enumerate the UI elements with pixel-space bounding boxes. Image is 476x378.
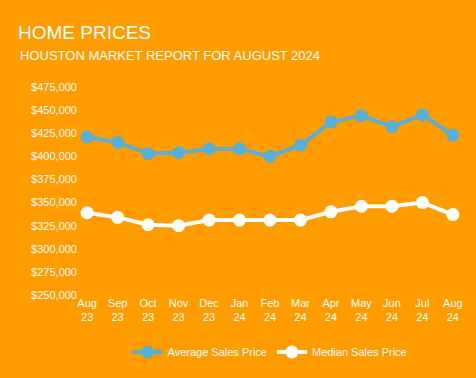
svg-text:$300,000: $300,000 xyxy=(31,243,77,255)
svg-text:Sep23: Sep23 xyxy=(108,297,128,323)
svg-text:Dec23: Dec23 xyxy=(199,297,219,323)
svg-text:Average Sales Price: Average Sales Price xyxy=(168,346,267,358)
svg-text:$450,000: $450,000 xyxy=(31,104,77,116)
svg-text:Oct23: Oct23 xyxy=(140,297,157,323)
svg-text:Median Sales Price: Median Sales Price xyxy=(312,346,407,358)
svg-text:Aug23: Aug23 xyxy=(77,297,97,323)
svg-text:HOME PRICES: HOME PRICES xyxy=(18,22,151,43)
svg-text:Feb24: Feb24 xyxy=(261,297,280,323)
svg-text:Jan24: Jan24 xyxy=(231,297,249,323)
svg-text:Jul24: Jul24 xyxy=(415,297,429,323)
svg-text:May24: May24 xyxy=(351,297,372,323)
svg-text:$275,000: $275,000 xyxy=(31,266,77,278)
svg-text:Nov23: Nov23 xyxy=(169,297,189,323)
svg-text:Aug24: Aug24 xyxy=(443,297,463,323)
svg-text:Jun24: Jun24 xyxy=(383,297,401,323)
svg-text:$375,000: $375,000 xyxy=(31,173,77,185)
svg-text:HOUSTON MARKET REPORT FOR AUGU: HOUSTON MARKET REPORT FOR AUGUST 2024 xyxy=(20,48,320,63)
svg-text:Apr24: Apr24 xyxy=(322,297,339,323)
svg-text:$250,000: $250,000 xyxy=(31,289,77,301)
svg-text:Mar24: Mar24 xyxy=(291,297,310,323)
svg-text:$425,000: $425,000 xyxy=(31,127,77,139)
svg-text:$475,000: $475,000 xyxy=(31,81,77,93)
svg-text:$325,000: $325,000 xyxy=(31,220,77,232)
svg-text:$400,000: $400,000 xyxy=(31,150,77,162)
svg-text:$350,000: $350,000 xyxy=(31,196,77,208)
